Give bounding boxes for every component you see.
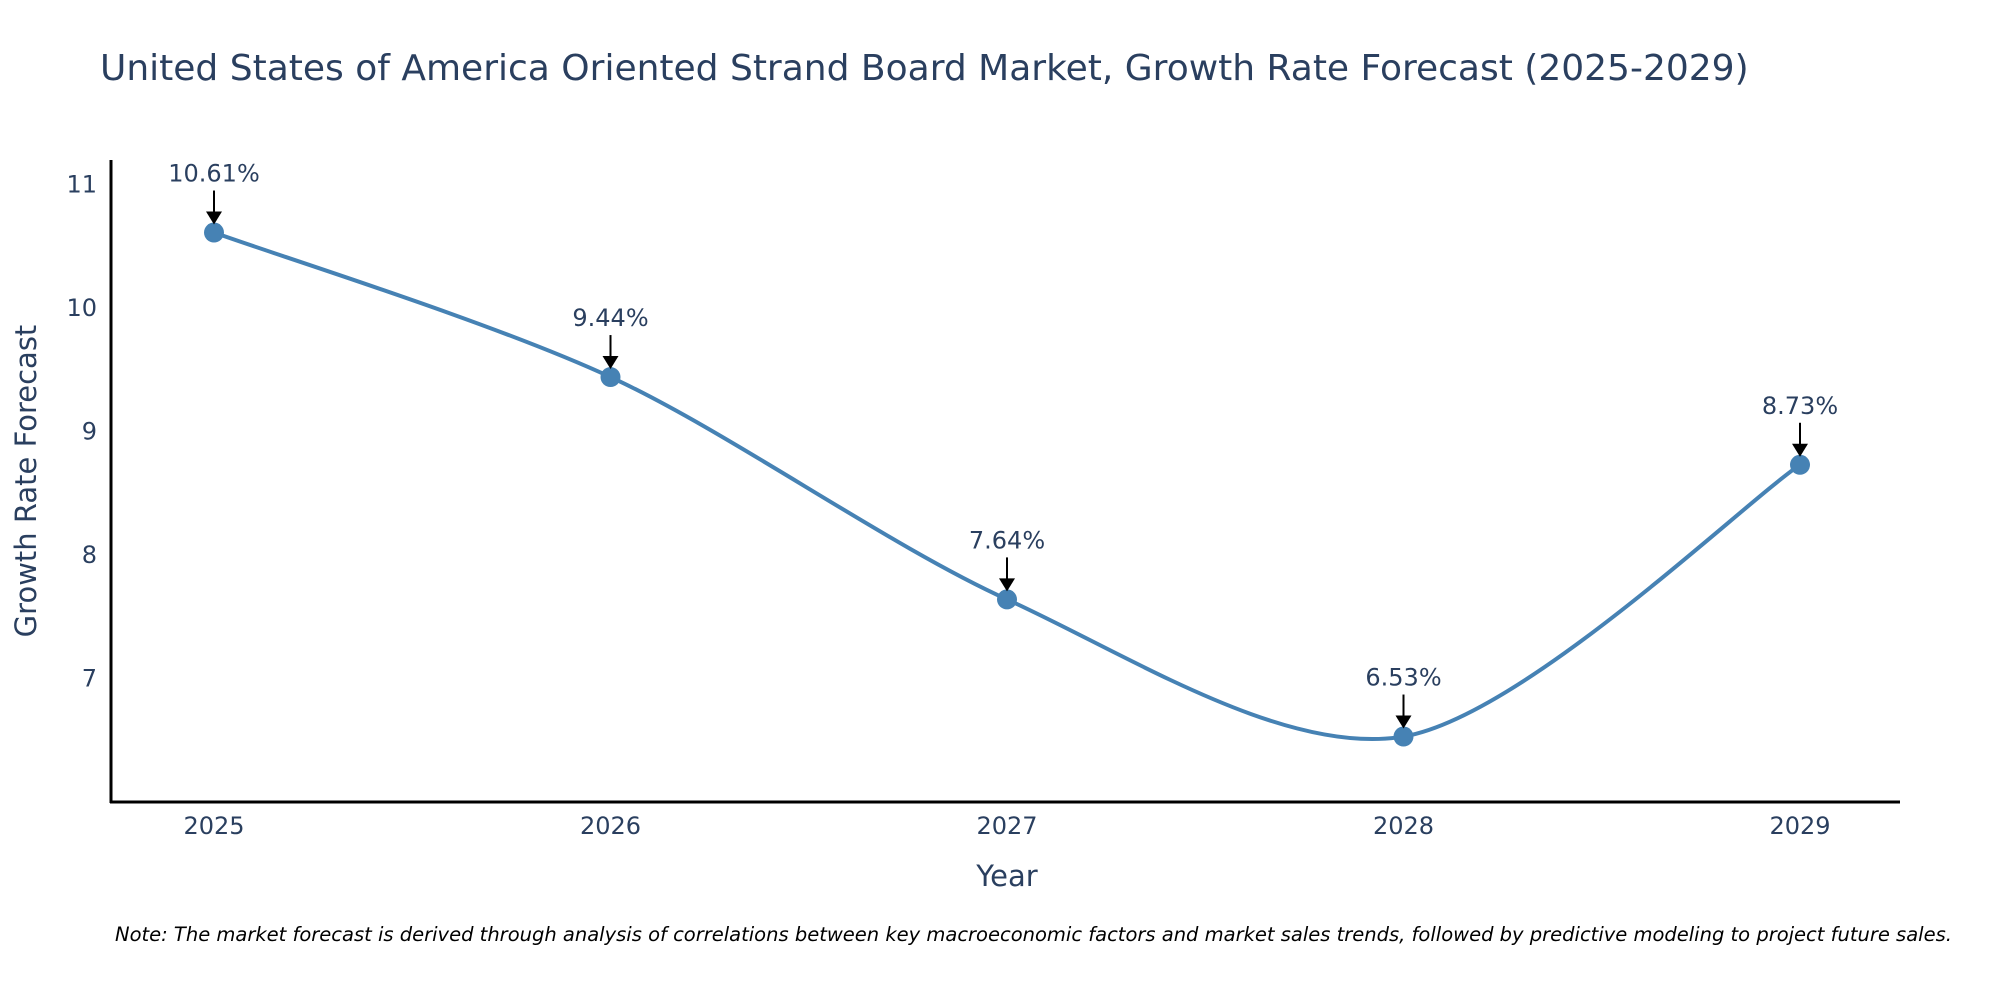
annotation-arrow-head xyxy=(602,356,619,370)
data-annotation-2027: 7.64% xyxy=(969,526,1045,592)
y-tick-label: 8 xyxy=(82,541,97,569)
annotation-arrow-head xyxy=(206,211,222,225)
data-annotation-2028: 6.53% xyxy=(1365,664,1442,729)
data-point-2027[interactable] xyxy=(997,589,1017,610)
y-tick-labels: 7 8 9 10 11 xyxy=(66,170,97,692)
annotation-arrow-head xyxy=(1395,715,1412,729)
data-label: 6.53% xyxy=(1365,664,1441,692)
data-point-2029[interactable] xyxy=(1790,454,1810,475)
x-tick-label: 2026 xyxy=(580,812,641,840)
data-point-2025[interactable] xyxy=(204,222,224,243)
x-tick-label: 2029 xyxy=(1769,812,1830,840)
y-axis-title: Growth Rate Forecast xyxy=(9,325,43,638)
data-label: 10.61% xyxy=(168,160,260,188)
x-axis-title: Year xyxy=(975,859,1037,893)
data-point-2028[interactable] xyxy=(1393,726,1414,747)
y-tick-label: 7 xyxy=(82,664,97,692)
chart-note: Note: The market forecast is derived thr… xyxy=(115,923,1952,946)
data-annotation-2029: 8.73% xyxy=(1762,392,1838,457)
data-label: 8.73% xyxy=(1762,392,1838,420)
annotation-arrow-head xyxy=(999,578,1015,592)
data-point-2026[interactable] xyxy=(600,367,621,388)
x-tick-label: 2028 xyxy=(1373,812,1434,840)
data-label: 7.64% xyxy=(969,526,1045,554)
data-label: 9.44% xyxy=(572,304,648,332)
data-annotation-2025: 10.61% xyxy=(168,160,260,225)
series-layer xyxy=(204,222,1810,747)
series-line xyxy=(212,230,1802,742)
x-tick-labels: 2025 2026 2027 2028 2029 xyxy=(183,812,1830,840)
y-tick-label: 9 xyxy=(82,417,97,445)
annotation-layer: 10.61% 9.44% 7.64% 6.53% 8.73% xyxy=(168,160,1838,729)
y-tick-label: 10 xyxy=(66,294,97,322)
annotation-arrow-head xyxy=(1792,443,1808,457)
y-tick-label: 11 xyxy=(66,170,97,198)
chart-title: United States of America Oriented Strand… xyxy=(100,48,1749,89)
data-annotation-2026: 9.44% xyxy=(572,304,649,370)
x-tick-label: 2027 xyxy=(976,812,1037,840)
x-tick-label: 2025 xyxy=(183,812,244,840)
